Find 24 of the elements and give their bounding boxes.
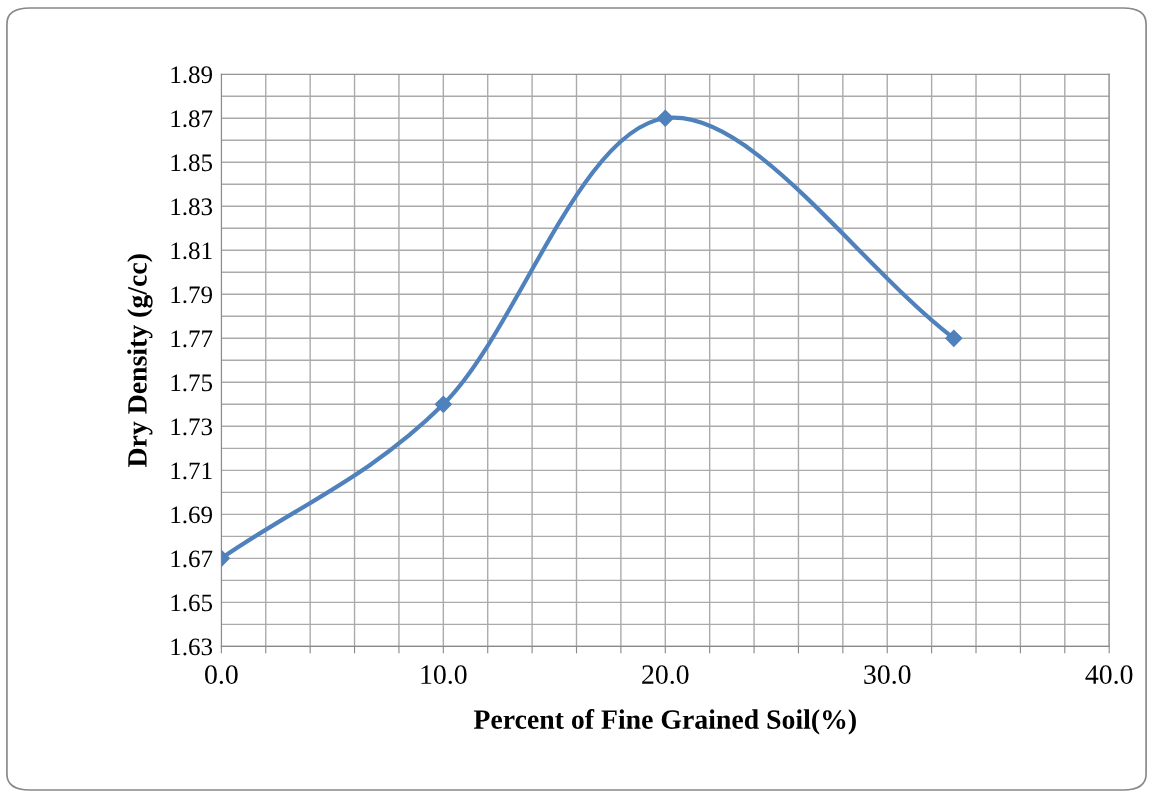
y-tick-label: 1.85: [171, 154, 213, 172]
y-tick-label: 1.83: [171, 198, 213, 216]
y-tick-label: 1.73: [171, 418, 213, 436]
y-tick-label: 1.87: [171, 110, 213, 128]
x-axis-title: Percent of Fine Grained Soil(%): [473, 709, 856, 735]
x-tick-label: 40.0: [1085, 665, 1133, 685]
point: [434, 395, 452, 413]
y-tick-label: 1.75: [171, 374, 213, 392]
y-axis-title: Dry Density (g/cc): [127, 254, 153, 468]
point: [656, 109, 674, 127]
x-tick-label: 20.0: [642, 665, 689, 685]
y-tick-label: 1.63: [171, 638, 213, 656]
x-tick-label: 0.0: [205, 665, 238, 685]
y-tick-label: 1.79: [171, 286, 213, 304]
x-tick-label: 30.0: [864, 665, 911, 685]
y-tick-label: 1.65: [171, 594, 213, 612]
y-tick-label: 1.71: [171, 462, 212, 480]
y-tick-label: 1.67: [171, 550, 213, 568]
point: [945, 329, 963, 347]
x-tick-label: 10.0: [421, 665, 467, 685]
y-tick-label: 1.77: [171, 330, 213, 348]
y-tick-label: 1.81: [171, 242, 212, 260]
y-tick-label: 1.69: [171, 506, 213, 524]
y-tick-label: 1.89: [171, 66, 213, 84]
